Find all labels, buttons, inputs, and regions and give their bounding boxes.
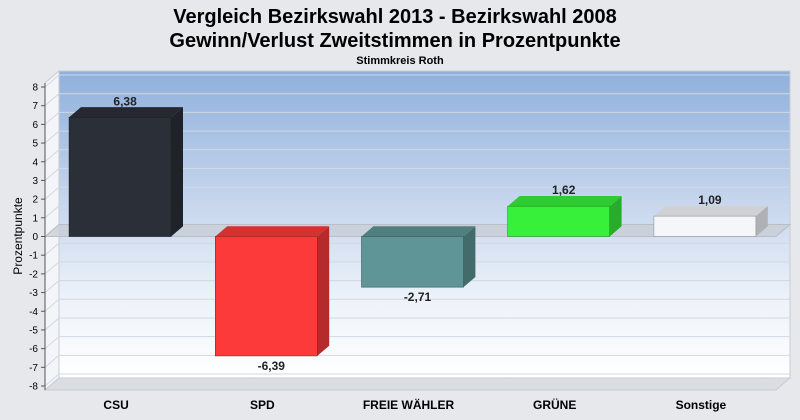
bar-front [361, 236, 464, 288]
y-tick-label: 2 [32, 195, 38, 206]
category-label: CSU [103, 398, 128, 412]
bar-side [317, 226, 330, 356]
bar-side [609, 196, 622, 237]
grid-line-diag [44, 93, 60, 107]
y-tick-label: 5 [32, 139, 38, 150]
bar-side [755, 205, 768, 237]
grid-line-diag [44, 168, 60, 181]
grid-line-diag [44, 74, 60, 88]
data-label: -6,39 [258, 359, 286, 373]
grid-line-diag [44, 242, 60, 256]
data-label: 1,09 [698, 193, 722, 207]
chart-subtitle: Stimmkreis Roth [356, 55, 444, 67]
bar-side [171, 107, 183, 237]
y-tick-label: -6 [29, 344, 38, 355]
grid-line-diag [44, 317, 60, 331]
data-label: 1,62 [552, 183, 576, 197]
bar-sonstige [653, 205, 768, 237]
y-tick-label: -5 [29, 325, 38, 336]
y-tick-label: -2 [29, 269, 38, 280]
y-tick-label: 8 [32, 83, 38, 94]
y-tick-label: -1 [29, 251, 38, 262]
bars [68, 107, 768, 357]
y-tick-label: 6 [32, 120, 38, 131]
y-tick-label: -7 [29, 363, 38, 374]
bar-top [361, 226, 476, 237]
bar-top [653, 205, 768, 217]
grid-line-diag [44, 205, 60, 219]
bar-front [215, 236, 318, 357]
y-tick-label: 4 [32, 157, 38, 168]
grid-line-diag [44, 354, 60, 368]
grid-line-diag [44, 149, 60, 163]
data-label: -2,71 [404, 290, 432, 304]
data-label: 6,38 [113, 94, 137, 108]
grid-line-diag [44, 186, 60, 200]
category-label: Sonstige [676, 398, 727, 412]
category-label: SPD [250, 398, 275, 412]
bar-front [507, 205, 611, 237]
plot-floor [43, 377, 792, 391]
grid-line-diag [44, 298, 60, 312]
y-tick-label: -4 [29, 307, 38, 318]
chart-title-line-2: Gewinn/Verlust Zweitstimmen in Prozentpu… [169, 30, 620, 52]
y-tick-label: 0 [32, 232, 38, 243]
data-labels: 6,38 -6,39 -2,71 1,62 1,09 [113, 94, 721, 373]
y-tick-label: 7 [32, 101, 38, 112]
grid-line-diag [44, 336, 60, 350]
bar-csu [68, 107, 183, 237]
category-label: FREIE WÄHLER [363, 397, 455, 412]
y-tick-label: -3 [29, 288, 38, 299]
grid-line-diag [44, 130, 60, 144]
bar-freie-wähler [361, 226, 476, 288]
y-tick-label: -8 [29, 382, 38, 393]
grid-line-diag [44, 111, 60, 125]
bar-front [68, 116, 172, 237]
bar-top [215, 226, 330, 237]
y-axis-title: Prozentpunkte [11, 197, 25, 275]
category-label: GRÜNE [533, 397, 576, 412]
y-axis-ticks: 8 7 6 5 4 3 2 1 0 -1 -2 -3 -4 -5 -6 -7 -8 [29, 83, 45, 393]
grid-line-diag [44, 261, 60, 275]
y-tick-label: 3 [32, 176, 38, 187]
bar-spd [215, 226, 330, 357]
bar-top [507, 196, 622, 207]
bar-front [653, 215, 757, 237]
y-tick-label: 1 [32, 213, 38, 224]
bar-side [463, 226, 476, 288]
bar-top [69, 107, 183, 118]
category-labels: CSU SPD FREIE WÄHLER GRÜNE Sonstige [103, 397, 726, 412]
grid-line-diag [44, 373, 60, 387]
chart-title-line-1: Vergleich Bezirkswahl 2013 - Bezirkswahl… [173, 6, 617, 28]
bar-grüne [507, 196, 622, 237]
grid-line-diag [44, 280, 60, 293]
